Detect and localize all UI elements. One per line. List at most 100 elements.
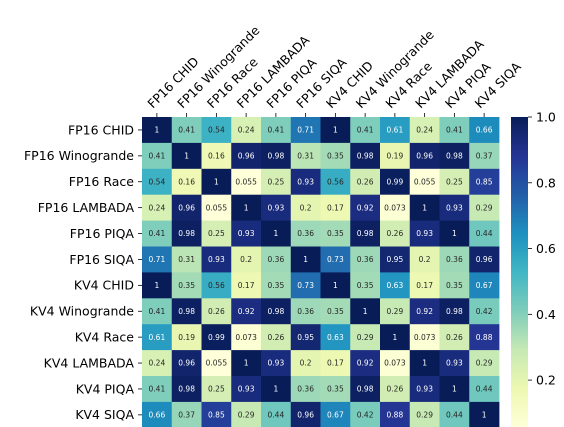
cell-annotation-r3-c3: 1 xyxy=(244,203,249,212)
cell-annotation-r6-c2: 0.56 xyxy=(208,281,225,290)
heatmap-cell-r1-c2 xyxy=(201,142,232,170)
cell-annotation-r7-c11: 0.42 xyxy=(476,307,493,316)
cell-annotation-r11-c4: 0.44 xyxy=(268,410,285,419)
heatmap-cell-r8-c7 xyxy=(350,324,381,351)
cell-annotation-r1-c2: 0.16 xyxy=(208,151,225,160)
cell-annotation-r8-c0: 0.61 xyxy=(149,333,166,342)
colorbar-gradient xyxy=(511,117,528,427)
cell-annotation-r7-c8: 0.29 xyxy=(387,307,404,316)
cell-annotation-r11-c2: 0.85 xyxy=(208,410,225,419)
heatmap-cell-r7-c10 xyxy=(439,298,470,325)
heatmap-cell-r8-c5 xyxy=(290,324,321,351)
heatmap-cell-r8-c9 xyxy=(409,324,440,351)
cell-annotation-r10-c1: 0.98 xyxy=(178,385,195,394)
cell-annotation-r10-c3: 0.93 xyxy=(238,385,255,394)
heatmap-cell-r9-c3 xyxy=(231,350,262,377)
heatmap-cell-r4-c6 xyxy=(320,220,351,247)
heatmap-cell-r0-c9 xyxy=(409,117,440,144)
heatmap-cell-r0-c4 xyxy=(261,117,292,144)
heatmap-cell-r0-c8 xyxy=(380,117,411,144)
heatmap-cell-r1-c11 xyxy=(469,142,500,170)
cell-annotation-r10-c7: 0.98 xyxy=(357,385,374,394)
cell-annotation-r5-c4: 0.36 xyxy=(268,255,285,264)
heatmap-cell-r9-c11 xyxy=(469,350,500,377)
cell-annotation-r4-c0: 0.41 xyxy=(149,229,166,238)
heatmap-cell-r1-c9 xyxy=(409,142,440,170)
cell-annotation-r9-c2: 0.055 xyxy=(206,359,228,368)
cell-annotation-r2-c1: 0.16 xyxy=(178,177,195,186)
heatmap-cells xyxy=(142,117,500,427)
heatmap-cell-r5-c1 xyxy=(171,246,202,273)
cell-annotation-r3-c7: 0.92 xyxy=(357,203,374,212)
cell-annotation-r8-c2: 0.99 xyxy=(208,333,225,342)
heatmap-cell-r7-c1 xyxy=(171,298,202,325)
cell-annotation-r3-c1: 0.96 xyxy=(178,203,195,212)
cell-annotation-r7-c3: 0.92 xyxy=(238,307,255,316)
y-tick-label-2: FP16 Race xyxy=(69,174,135,189)
heatmap-cell-r4-c11 xyxy=(469,220,500,247)
cell-annotation-r9-c3: 1 xyxy=(244,359,249,368)
cell-annotation-r3-c10: 0.93 xyxy=(446,203,463,212)
heatmap-cell-r11-c11 xyxy=(469,401,500,427)
cell-annotation-r2-c0: 0.54 xyxy=(149,177,166,186)
cell-annotation-r1-c0: 0.41 xyxy=(149,151,166,160)
cell-annotation-r7-c4: 0.98 xyxy=(268,307,285,316)
heatmap-cell-r5-c6 xyxy=(320,246,351,273)
heatmap-cell-r1-c1 xyxy=(171,142,202,170)
cell-annotation-r7-c1: 0.98 xyxy=(178,307,195,316)
cell-annotation-r9-c6: 0.17 xyxy=(327,359,344,368)
heatmap-cell-r3-c8 xyxy=(380,194,411,221)
heatmap-cell-r7-c6 xyxy=(320,298,351,325)
cell-annotation-r0-c9: 0.24 xyxy=(416,126,433,135)
heatmap-cell-r6-c9 xyxy=(409,272,440,299)
cell-annotation-r3-c0: 0.24 xyxy=(149,203,166,212)
heatmap-cell-r3-c10 xyxy=(439,194,470,221)
cell-annotation-r11-c9: 0.29 xyxy=(416,410,433,419)
cell-annotation-r6-c6: 1 xyxy=(333,281,338,290)
heatmap-cell-r3-c6 xyxy=(320,194,351,221)
heatmap-cell-r1-c4 xyxy=(261,142,292,170)
y-tick-label-8: KV4 Race xyxy=(75,329,135,344)
cell-annotation-r0-c6: 1 xyxy=(333,126,338,135)
heatmap-cell-r7-c2 xyxy=(201,298,232,325)
cell-annotation-r4-c5: 0.36 xyxy=(297,229,314,238)
heatmap-cell-r11-c7 xyxy=(350,401,381,427)
cell-annotation-r2-c7: 0.26 xyxy=(357,177,374,186)
cell-annotation-r8-c3: 0.073 xyxy=(235,333,257,342)
heatmap-cell-r0-c7 xyxy=(350,117,381,144)
cell-annotations: 1 0.41 0.54 0.24 0.41 0.71 1 0.41 0.61 0.24 0.41 0.… xyxy=(149,126,493,420)
heatmap-cell-r5-c2 xyxy=(201,246,232,273)
heatmap-cell-r8-c10 xyxy=(439,324,470,351)
cell-annotation-r10-c0: 0.41 xyxy=(149,385,166,394)
heatmap-cell-r3-c3 xyxy=(231,194,262,221)
cell-annotation-r2-c4: 0.25 xyxy=(268,177,285,186)
cell-annotation-r6-c9: 0.17 xyxy=(416,281,433,290)
cell-annotation-r11-c11: 1 xyxy=(482,410,487,419)
heatmap-cell-r6-c6 xyxy=(320,272,351,299)
heatmap-cell-r6-c10 xyxy=(439,272,470,299)
cell-annotation-r6-c3: 0.17 xyxy=(238,281,255,290)
cell-annotation-r10-c5: 0.36 xyxy=(297,385,314,394)
cell-annotation-r5-c8: 0.95 xyxy=(387,255,404,264)
y-tick-label-9: KV4 LAMBADA xyxy=(44,355,135,370)
cell-annotation-r10-c10: 1 xyxy=(452,385,457,394)
cell-annotation-r6-c5: 0.73 xyxy=(297,281,314,290)
cell-annotation-r4-c11: 0.44 xyxy=(476,229,493,238)
heatmap-cell-r10-c5 xyxy=(290,376,321,403)
heatmap-cell-r11-c10 xyxy=(439,401,470,427)
cell-annotation-r6-c10: 0.35 xyxy=(446,281,463,290)
cell-annotation-r8-c5: 0.95 xyxy=(297,333,314,342)
cell-annotation-r0-c5: 0.71 xyxy=(297,126,314,135)
cell-annotation-r8-c7: 0.29 xyxy=(357,333,374,342)
heatmap-cell-r4-c8 xyxy=(380,220,411,247)
heatmap-cell-r4-c10 xyxy=(439,220,470,247)
heatmap-cell-r3-c5 xyxy=(290,194,321,221)
cell-annotation-r7-c7: 1 xyxy=(363,307,368,316)
heatmap-cell-r8-c2 xyxy=(201,324,232,351)
cell-annotation-r11-c1: 0.37 xyxy=(178,410,195,419)
heatmap-cell-r7-c9 xyxy=(409,298,440,325)
heatmap-cell-r11-c2 xyxy=(201,401,232,427)
cell-annotation-r4-c4: 1 xyxy=(273,229,278,238)
heatmap-cell-r2-c8 xyxy=(380,168,411,196)
